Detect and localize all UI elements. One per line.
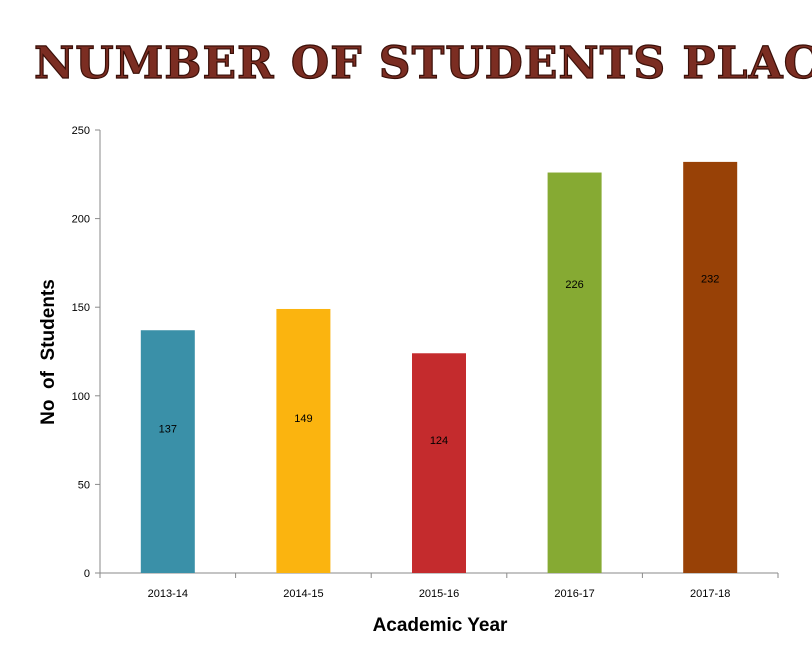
bar-2013-14	[140, 330, 195, 573]
data-label: 232	[701, 273, 719, 285]
chart-title: NUMBER OF STUDENTS PLACED	[34, 38, 812, 89]
data-label: 149	[294, 413, 312, 425]
x-axis: 2013-14 2014-15 2015-16 2016-17 2017-18	[99, 572, 779, 600]
y-axis-title: No of Students	[38, 279, 59, 425]
x-tick-label: 2016-17	[554, 588, 594, 600]
bar-2016-17	[547, 172, 602, 573]
data-label: 137	[159, 424, 177, 436]
x-tick-label: 2014-15	[283, 588, 323, 600]
y-tick-label: 50	[78, 479, 90, 491]
bar-2015-16	[412, 353, 466, 573]
y-tick-label: 0	[84, 568, 90, 580]
x-tick-label: 2013-14	[148, 588, 188, 600]
y-axis: 0 50 100 150 200 250	[72, 125, 101, 580]
y-tick-label: 250	[72, 125, 90, 137]
bars-group: 137 149 124 226 232	[140, 161, 738, 573]
x-tick-label: 2015-16	[419, 588, 459, 600]
y-tick-label: 200	[72, 214, 90, 226]
data-label: 124	[430, 435, 448, 447]
x-axis-title: Academic Year	[373, 615, 508, 636]
bar-2017-18	[683, 161, 738, 573]
y-tick-label: 150	[72, 302, 90, 314]
y-tick-label: 100	[72, 391, 90, 403]
data-label: 226	[565, 279, 583, 291]
x-tick-label: 2017-18	[690, 588, 730, 600]
bar-2014-15	[276, 308, 331, 573]
